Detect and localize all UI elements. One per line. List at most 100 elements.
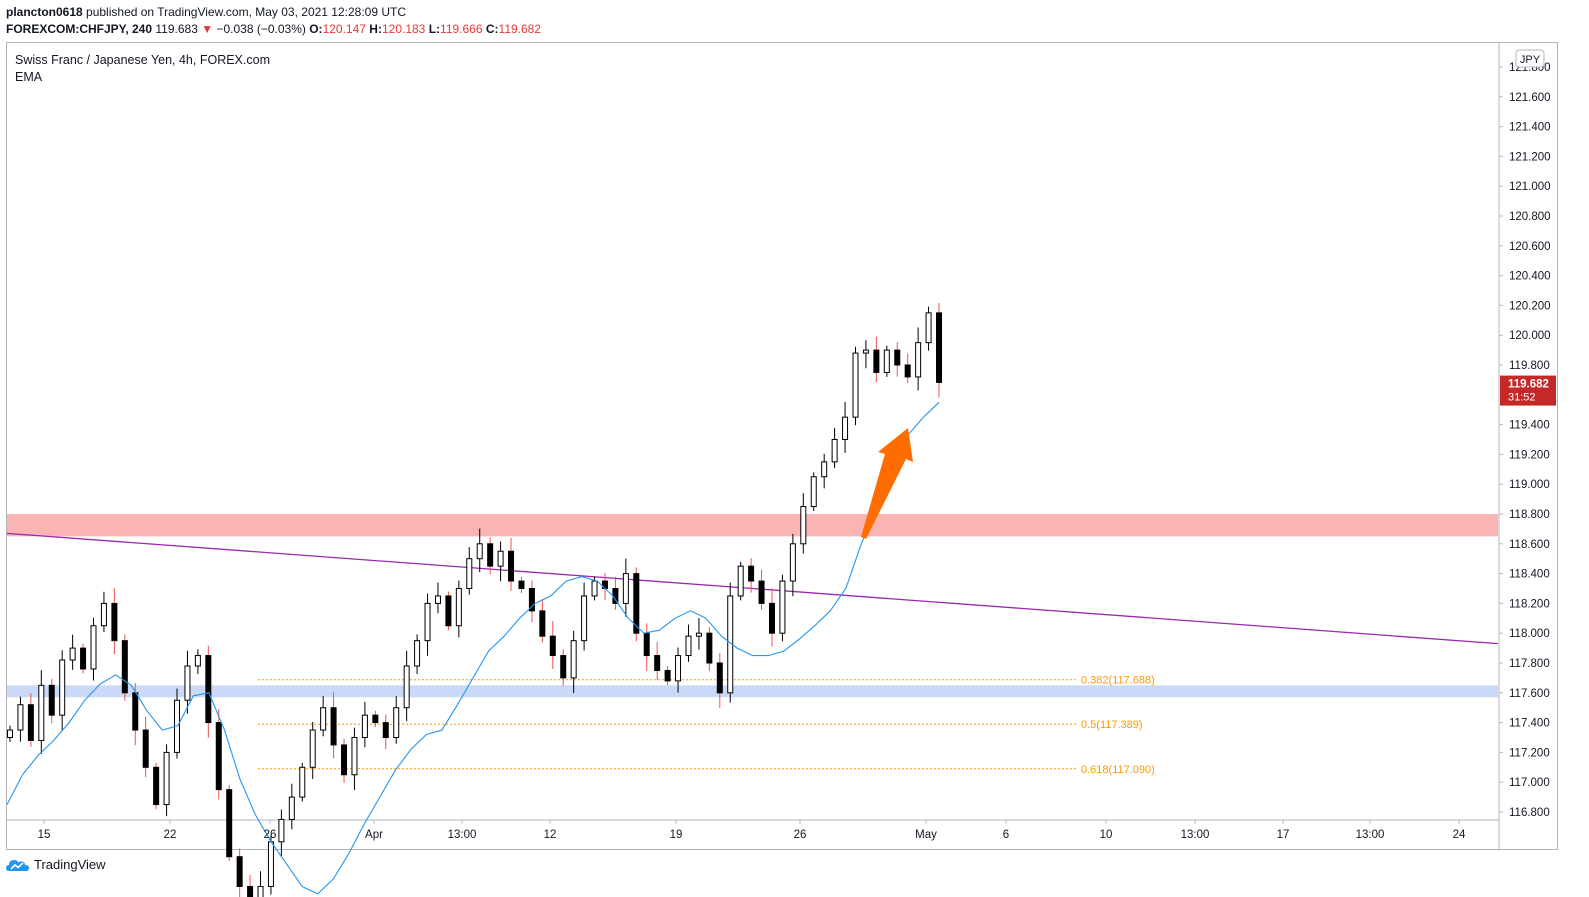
indicator-ema-label[interactable]: EMA <box>15 70 43 84</box>
candle[interactable] <box>403 650 410 722</box>
candle[interactable] <box>675 647 682 693</box>
candle[interactable] <box>915 327 922 391</box>
trendline[interactable] <box>6 532 1499 645</box>
candle[interactable] <box>894 342 901 377</box>
candle[interactable] <box>883 345 890 377</box>
candle[interactable] <box>226 785 233 862</box>
candle[interactable] <box>842 401 849 453</box>
candle[interactable] <box>205 645 212 738</box>
candle[interactable] <box>80 643 87 674</box>
candle[interactable] <box>654 642 661 681</box>
candle[interactable] <box>288 783 295 830</box>
candle[interactable] <box>706 626 713 672</box>
candle[interactable] <box>810 472 817 512</box>
open-value: 120.147 <box>322 22 366 36</box>
candle[interactable] <box>873 336 880 383</box>
candle[interactable] <box>581 582 588 651</box>
candle[interactable] <box>758 569 765 610</box>
candle[interactable] <box>539 599 546 643</box>
candle[interactable] <box>779 574 786 642</box>
candle[interactable] <box>215 709 222 800</box>
candle[interactable] <box>622 558 629 617</box>
candle[interactable] <box>372 710 379 728</box>
candle[interactable] <box>361 701 368 748</box>
candle[interactable] <box>309 722 316 779</box>
candle[interactable] <box>393 696 400 744</box>
candle[interactable] <box>69 634 76 670</box>
candle[interactable] <box>121 634 128 701</box>
candle[interactable] <box>48 679 55 724</box>
candle[interactable] <box>100 591 107 633</box>
candle[interactable] <box>925 306 932 351</box>
candle[interactable] <box>27 693 34 747</box>
candle[interactable] <box>528 580 535 623</box>
author-name[interactable]: plancton0618 <box>6 5 83 19</box>
candle[interactable] <box>936 303 942 398</box>
candle[interactable] <box>424 593 431 656</box>
candle[interactable] <box>768 588 775 647</box>
candle[interactable] <box>570 630 577 694</box>
candle[interactable] <box>7 725 13 742</box>
candle[interactable] <box>17 696 24 742</box>
candle[interactable] <box>831 427 838 469</box>
last-price-tag[interactable] <box>1500 375 1556 406</box>
candle[interactable] <box>685 624 692 662</box>
candle[interactable] <box>434 582 441 614</box>
candle[interactable] <box>90 617 97 681</box>
candle[interactable] <box>518 576 525 593</box>
candle[interactable] <box>142 716 149 778</box>
candle[interactable] <box>476 528 483 573</box>
currency-box[interactable] <box>1515 49 1545 68</box>
candle[interactable] <box>351 727 358 790</box>
candle[interactable] <box>612 576 619 610</box>
candle[interactable] <box>466 547 473 595</box>
candle[interactable] <box>194 649 201 675</box>
candle[interactable] <box>497 541 504 582</box>
bullish-arrow-icon[interactable] <box>861 428 913 539</box>
candle[interactable] <box>737 561 744 601</box>
candle[interactable] <box>153 762 160 810</box>
candle[interactable] <box>549 620 556 669</box>
candle[interactable] <box>445 591 452 631</box>
last-price: 119.683 <box>155 22 198 36</box>
candle[interactable] <box>560 649 567 686</box>
candle[interactable] <box>821 453 828 489</box>
candle[interactable] <box>299 762 306 802</box>
ema-line[interactable] <box>6 401 940 895</box>
support-zone[interactable] <box>7 685 1498 698</box>
candle[interactable] <box>695 618 702 650</box>
candle[interactable] <box>904 353 911 384</box>
candle[interactable] <box>278 809 285 857</box>
footer-brand[interactable]: TradingView <box>6 857 106 872</box>
resistance-zone[interactable] <box>7 514 1498 537</box>
candle[interactable] <box>716 653 723 708</box>
candle[interactable] <box>184 650 191 714</box>
candle[interactable] <box>508 537 515 591</box>
candle[interactable] <box>163 744 170 817</box>
candle[interactable] <box>330 692 337 759</box>
candle[interactable] <box>382 714 389 750</box>
candle-body <box>549 635 556 657</box>
candle[interactable] <box>111 588 118 655</box>
candle[interactable] <box>455 580 462 638</box>
candle[interactable] <box>236 848 243 897</box>
candle[interactable] <box>59 650 66 731</box>
candle[interactable] <box>862 340 869 369</box>
candle[interactable] <box>643 623 650 671</box>
candle[interactable] <box>852 346 859 426</box>
candle[interactable] <box>487 537 494 575</box>
candle[interactable] <box>38 670 45 754</box>
candle[interactable] <box>633 567 640 642</box>
candle[interactable] <box>800 493 807 554</box>
candle[interactable] <box>748 558 755 593</box>
candle-body <box>27 704 34 741</box>
y-tick-label: 119.000 <box>1509 479 1550 491</box>
candle[interactable] <box>257 871 264 897</box>
candle[interactable] <box>320 696 327 737</box>
candle[interactable] <box>341 738 348 783</box>
candle[interactable] <box>414 634 421 675</box>
candle[interactable] <box>664 665 671 686</box>
candle[interactable] <box>247 874 254 897</box>
candle[interactable] <box>789 533 796 597</box>
